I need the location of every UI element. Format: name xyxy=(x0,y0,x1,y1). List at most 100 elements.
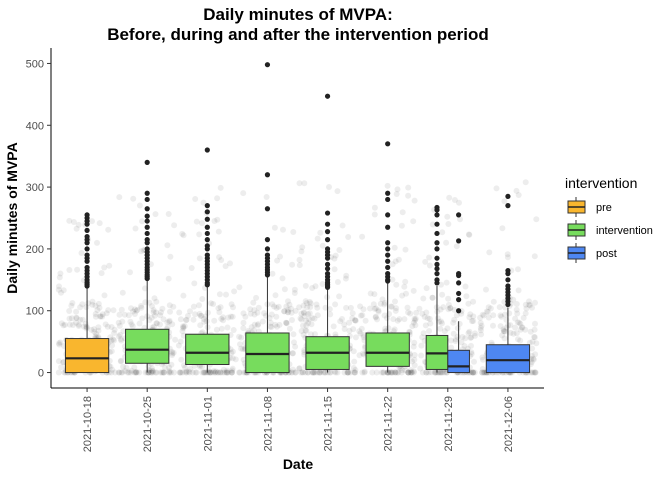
jitter-point xyxy=(300,302,307,309)
jitter-point xyxy=(272,292,279,299)
jitter-point xyxy=(283,319,290,326)
jitter-point xyxy=(58,320,65,327)
jitter-point xyxy=(461,343,468,349)
jitter-point xyxy=(498,313,505,320)
jitter-point xyxy=(394,186,401,193)
jitter-point xyxy=(75,321,82,328)
jitter-point xyxy=(436,369,442,376)
jitter-point xyxy=(161,369,168,376)
jitter-point xyxy=(417,365,424,372)
jitter-point xyxy=(413,309,420,316)
jitter-point xyxy=(517,320,524,327)
box-body xyxy=(245,332,290,374)
legend-label: post xyxy=(596,248,617,260)
jitter-point xyxy=(162,364,168,371)
outlier-point xyxy=(385,224,391,230)
jitter-point xyxy=(275,303,282,310)
jitter-point xyxy=(132,369,139,376)
jitter-point xyxy=(91,326,98,333)
jitter-point xyxy=(56,283,62,290)
jitter-point xyxy=(229,365,236,372)
outlier-point xyxy=(84,227,90,233)
outlier-point xyxy=(385,258,391,264)
jitter-point xyxy=(388,303,394,310)
jitter-point xyxy=(403,290,409,297)
jitter-point xyxy=(56,274,63,281)
jitter-point xyxy=(201,316,207,322)
jitter-point xyxy=(170,303,177,310)
jitter-point xyxy=(153,298,160,305)
outlier-point xyxy=(434,271,440,277)
jitter-point xyxy=(375,308,382,315)
outlier-point xyxy=(144,230,150,237)
jitter-point xyxy=(180,292,187,299)
jitter-point xyxy=(169,350,176,357)
jitter-point xyxy=(224,367,231,374)
jitter-point xyxy=(441,369,448,376)
jitter-point xyxy=(510,330,517,337)
jitter-point xyxy=(410,368,417,375)
jitter-point xyxy=(229,369,236,376)
jitter-point xyxy=(381,299,388,306)
jitter-point xyxy=(314,312,321,319)
jitter-point xyxy=(185,368,192,375)
outlier-point xyxy=(84,264,90,271)
jitter-point xyxy=(197,363,203,370)
outlier-point xyxy=(144,218,150,224)
jitter-point xyxy=(99,311,106,318)
jitter-point xyxy=(199,220,205,227)
jitter-point xyxy=(352,367,359,373)
jitter-point xyxy=(439,229,446,236)
jitter-point xyxy=(177,369,184,376)
jitter-point xyxy=(427,320,434,327)
jitter-point xyxy=(305,311,312,318)
jitter-point xyxy=(468,369,475,376)
outlier-point xyxy=(385,252,391,258)
jitter-point xyxy=(514,319,521,326)
jitter-point xyxy=(478,322,485,329)
outlier-point xyxy=(385,240,391,246)
jitter-point xyxy=(469,369,476,376)
outlier-point xyxy=(456,297,462,303)
jitter-point xyxy=(73,308,80,315)
jitter-point xyxy=(402,246,409,253)
jitter-point xyxy=(471,369,478,376)
jitter-point xyxy=(529,338,536,345)
jitter-point xyxy=(205,369,212,376)
jitter-point xyxy=(303,317,310,324)
jitter-point xyxy=(362,317,369,324)
jitter-point xyxy=(190,303,197,310)
jitter-point xyxy=(119,318,126,325)
jitter-point xyxy=(337,318,344,325)
jitter-point xyxy=(188,265,195,271)
jitter-point xyxy=(255,304,262,311)
jitter-point xyxy=(513,330,520,337)
x-tick-label: 2021-10-18 xyxy=(82,396,94,452)
jitter-point xyxy=(197,322,204,329)
jitter-point xyxy=(381,312,388,319)
jitter-point xyxy=(212,369,219,376)
jitter-point xyxy=(431,369,438,376)
jitter-point xyxy=(109,342,116,349)
jitter-point xyxy=(529,304,535,311)
jitter-point xyxy=(395,369,402,376)
jitter-point xyxy=(263,194,270,200)
jitter-point xyxy=(443,279,450,286)
jitter-point xyxy=(319,242,326,249)
jitter-point xyxy=(153,369,160,376)
jitter-point xyxy=(526,298,532,305)
outlier-point xyxy=(456,290,462,297)
jitter-point xyxy=(111,330,118,336)
jitter-point xyxy=(99,313,106,320)
jitter-point xyxy=(470,369,477,376)
jitter-point xyxy=(215,228,222,235)
jitter-point xyxy=(339,316,345,322)
jitter-point xyxy=(345,234,352,240)
jitter-point xyxy=(374,316,380,323)
jitter-point xyxy=(216,309,223,316)
jitter-point xyxy=(503,316,510,323)
jitter-point xyxy=(152,369,159,376)
jitter-point xyxy=(426,262,433,269)
jitter-point xyxy=(131,364,138,371)
outlier-point xyxy=(385,196,391,203)
